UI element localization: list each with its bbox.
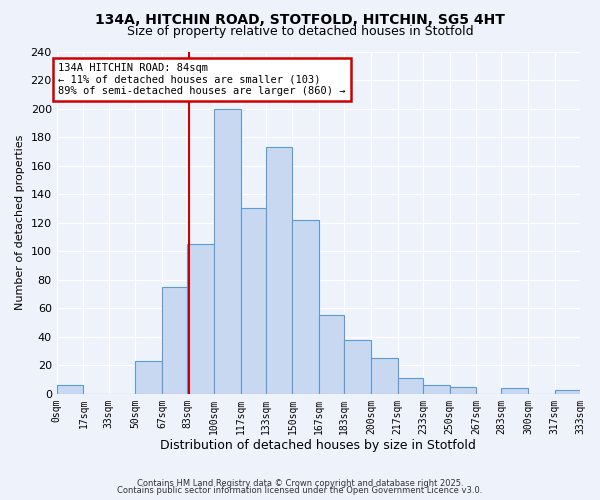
Bar — [241, 208, 266, 394]
Bar — [344, 340, 371, 394]
Bar — [449, 386, 476, 394]
Bar — [398, 378, 423, 394]
Bar — [292, 220, 319, 394]
Bar — [555, 390, 580, 394]
Bar — [187, 244, 214, 394]
Bar — [502, 388, 528, 394]
Bar — [162, 287, 187, 394]
Y-axis label: Number of detached properties: Number of detached properties — [15, 135, 25, 310]
Bar — [56, 386, 83, 394]
Bar — [371, 358, 398, 394]
Text: Contains public sector information licensed under the Open Government Licence v3: Contains public sector information licen… — [118, 486, 482, 495]
Bar — [319, 316, 344, 394]
Text: 134A, HITCHIN ROAD, STOTFOLD, HITCHIN, SG5 4HT: 134A, HITCHIN ROAD, STOTFOLD, HITCHIN, S… — [95, 12, 505, 26]
Bar — [266, 147, 292, 394]
X-axis label: Distribution of detached houses by size in Stotfold: Distribution of detached houses by size … — [160, 440, 476, 452]
Bar — [214, 108, 241, 394]
Bar — [135, 361, 162, 394]
Bar — [423, 386, 449, 394]
Text: Size of property relative to detached houses in Stotfold: Size of property relative to detached ho… — [127, 25, 473, 38]
Text: Contains HM Land Registry data © Crown copyright and database right 2025.: Contains HM Land Registry data © Crown c… — [137, 478, 463, 488]
Text: 134A HITCHIN ROAD: 84sqm
← 11% of detached houses are smaller (103)
89% of semi-: 134A HITCHIN ROAD: 84sqm ← 11% of detach… — [58, 63, 346, 96]
